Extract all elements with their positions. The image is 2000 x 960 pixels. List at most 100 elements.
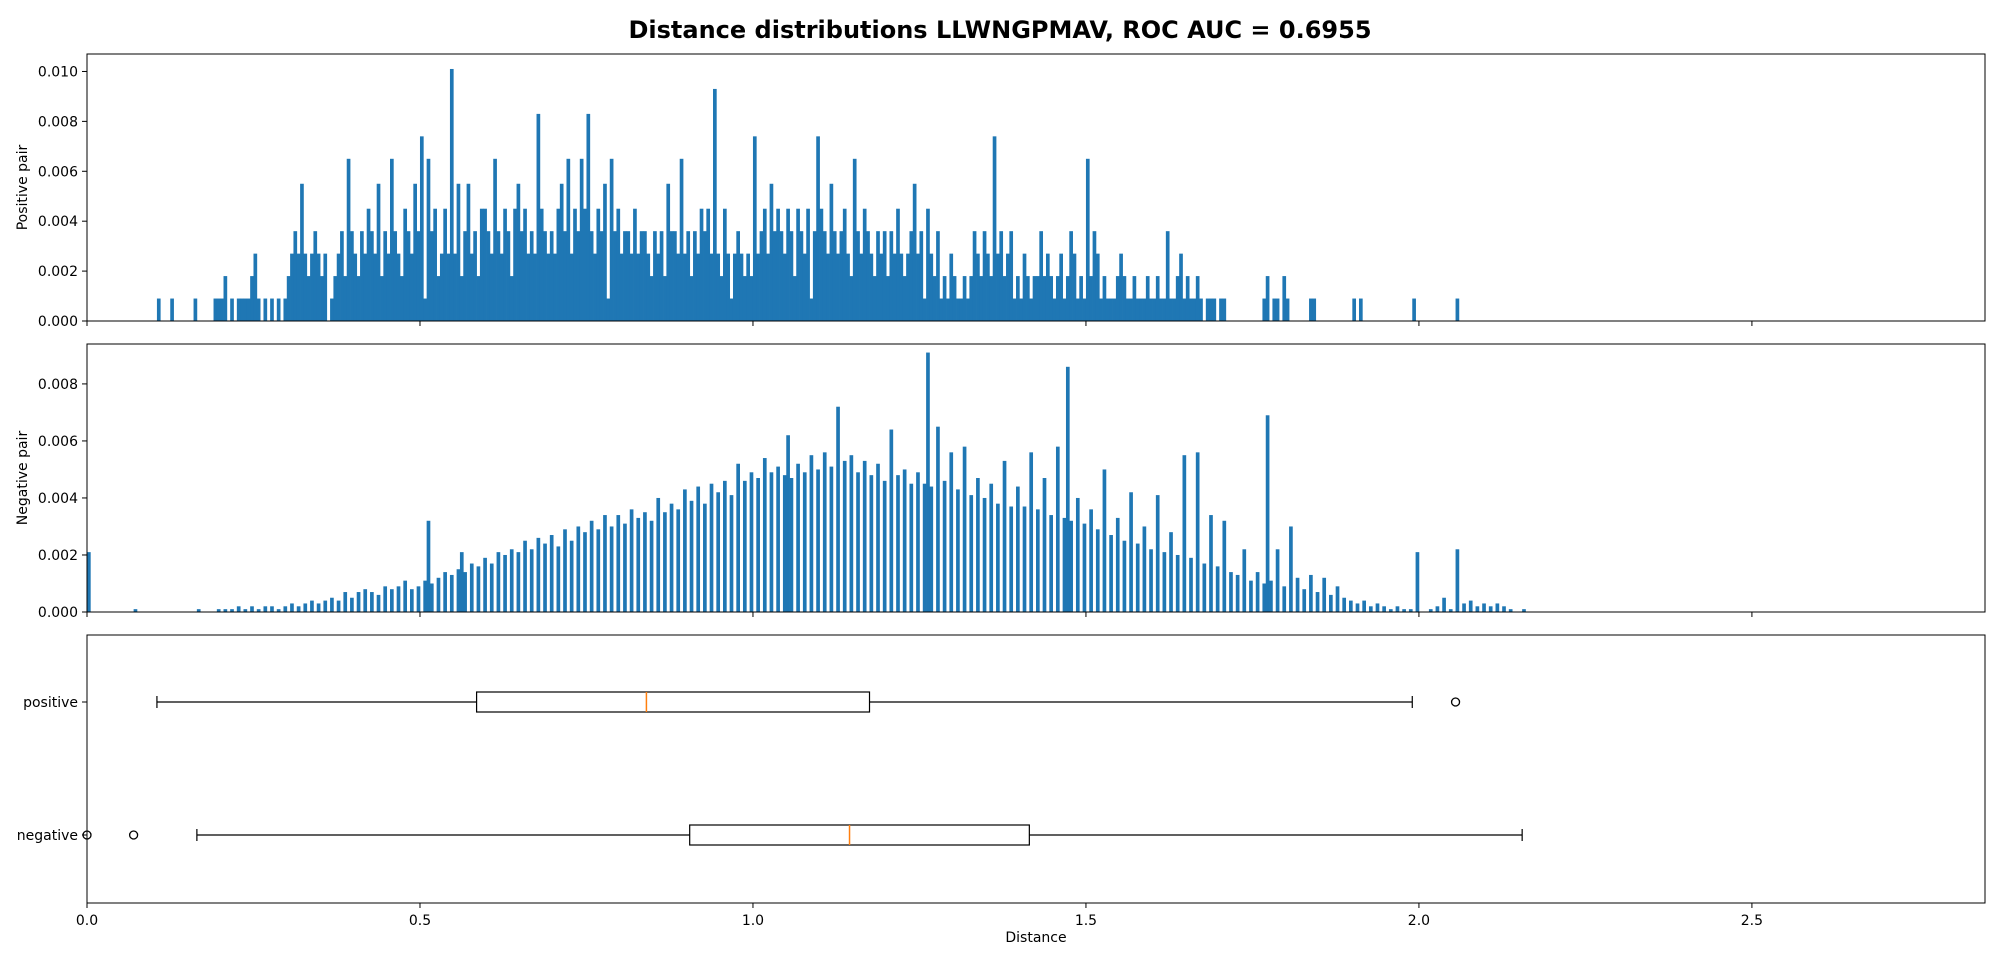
positive-pair-bar xyxy=(583,208,587,321)
positive-pair-bar xyxy=(373,253,378,321)
positive-pair-bar xyxy=(909,231,914,321)
x-tick-label: 0.5 xyxy=(409,913,431,929)
positive-pair-bar xyxy=(320,276,324,321)
positive-pair-bar xyxy=(1122,276,1127,321)
positive-pair-bar xyxy=(736,231,740,321)
positive-pair-bar xyxy=(1358,298,1363,321)
negative-pair-bar xyxy=(1408,609,1413,612)
positive-pair-bar xyxy=(816,136,820,321)
positive-pair-bar xyxy=(303,253,308,321)
positive-pair-x-ticks xyxy=(86,321,1753,326)
negative-pair-bar xyxy=(756,478,760,612)
negative-pair-bar xyxy=(1375,603,1380,612)
positive-pair-bar xyxy=(290,253,294,321)
negative-pair-bar xyxy=(782,475,787,612)
negative-pair-bar xyxy=(889,429,894,612)
positive-pair-bar xyxy=(623,231,627,321)
positive-pair-bar xyxy=(406,231,411,321)
negative-pair-bar xyxy=(576,526,581,612)
positive-pair-bar xyxy=(992,136,997,321)
negative-pair-bar xyxy=(1522,609,1526,612)
negative-pair-bar xyxy=(529,549,534,612)
positive-pair-bar xyxy=(243,298,248,321)
positive-pair-bar xyxy=(1072,253,1077,321)
negative-pair-bar xyxy=(1495,603,1500,612)
positive-pair-bar xyxy=(529,231,534,321)
positive-pair-bar xyxy=(1129,298,1133,321)
positive-pair-bar xyxy=(969,276,974,321)
negative-pair-bar xyxy=(596,529,601,612)
positive-pair-bar xyxy=(799,231,804,321)
negative-pair-bar xyxy=(536,537,541,612)
positive-pair-bar xyxy=(403,208,408,321)
negative-pair-bar xyxy=(1109,535,1113,612)
negative-pair-bar xyxy=(822,452,827,612)
negative-pair-bar xyxy=(1029,452,1034,612)
negative-pair-bar xyxy=(829,466,834,612)
positive-pair-bar xyxy=(156,298,161,321)
positive-pair-bar xyxy=(742,276,747,321)
negative-pair-bar xyxy=(736,463,740,612)
positive-pair-bar xyxy=(386,253,391,321)
positive-pair-bar xyxy=(916,253,920,321)
positive-pair-bar xyxy=(1182,298,1187,321)
negative-pair-bar xyxy=(609,526,614,612)
negative-pair-bar xyxy=(133,609,138,612)
positive-pair-bar xyxy=(1312,298,1317,321)
positive-pair-bar xyxy=(493,158,497,321)
positive-pair-bar xyxy=(1205,298,1210,321)
positive-pair-bar xyxy=(596,208,601,321)
negative-pair-bar xyxy=(1488,606,1493,612)
negative-pair-bar xyxy=(363,589,368,612)
negative-pair-bar xyxy=(196,609,201,612)
positive-pair-bar xyxy=(416,231,421,321)
x-tick-label: 1.0 xyxy=(742,913,764,929)
positive-pair-bar xyxy=(646,253,651,321)
positive-pair-bar xyxy=(499,253,504,321)
positive-pair-bar xyxy=(1145,276,1150,321)
negative-pair-bar xyxy=(1315,592,1320,612)
negative-pair-bar xyxy=(409,589,414,612)
positive-pair-bar xyxy=(436,276,441,321)
positive-pair-bar xyxy=(676,253,681,321)
positive-pair-bar xyxy=(1009,231,1014,321)
positive-pair-bar xyxy=(1099,298,1103,321)
negative-pair-bar xyxy=(962,446,967,612)
positive-pair-bar xyxy=(1016,276,1020,321)
positive-pair-bar xyxy=(619,253,624,321)
positive-pair-bar xyxy=(1012,298,1017,321)
positive-pair-bar xyxy=(1209,298,1213,321)
positive-pair-y-label: Positive pair xyxy=(15,144,31,230)
positive-pair-bar xyxy=(1069,231,1073,321)
negative-pair-bar xyxy=(882,480,887,612)
positive-pair-bar xyxy=(972,231,977,321)
negative-pair-bar xyxy=(643,512,647,612)
positive-pair-bar xyxy=(1002,276,1007,321)
positive-pair-bar xyxy=(413,183,417,321)
positive-pair-axes-frame xyxy=(86,53,1986,322)
positive-pair-bar xyxy=(380,276,384,321)
positive-pair-bar xyxy=(1162,298,1167,321)
negative-pair-axes-frame xyxy=(86,343,1986,613)
positive-pair-bar xyxy=(433,208,437,321)
positive-pair-bar xyxy=(882,231,887,321)
positive-pair-bar xyxy=(782,253,787,321)
positive-pair-bar xyxy=(789,231,794,321)
x-axis-label: Distance xyxy=(1005,930,1066,946)
positive-pair-bar xyxy=(812,231,817,321)
positive-pair-bar xyxy=(409,253,414,321)
negative-pair-bar xyxy=(303,603,308,612)
negative-pair-bar xyxy=(949,452,954,612)
positive-pair-bar xyxy=(576,231,581,321)
positive-pair-bar xyxy=(636,253,641,321)
positive-pair-bar xyxy=(336,253,341,321)
negative-pair-bar xyxy=(370,592,374,612)
positive-pair-bar xyxy=(419,136,424,321)
positive-pair-bar xyxy=(819,208,824,321)
positive-pair-bar xyxy=(586,113,591,321)
positive-pair-bar xyxy=(673,231,677,321)
positive-pair-bar xyxy=(556,208,561,321)
positive-pair-bar xyxy=(852,158,857,321)
negative-pair-bar xyxy=(1448,609,1453,612)
negative-pair-bar xyxy=(250,606,254,612)
